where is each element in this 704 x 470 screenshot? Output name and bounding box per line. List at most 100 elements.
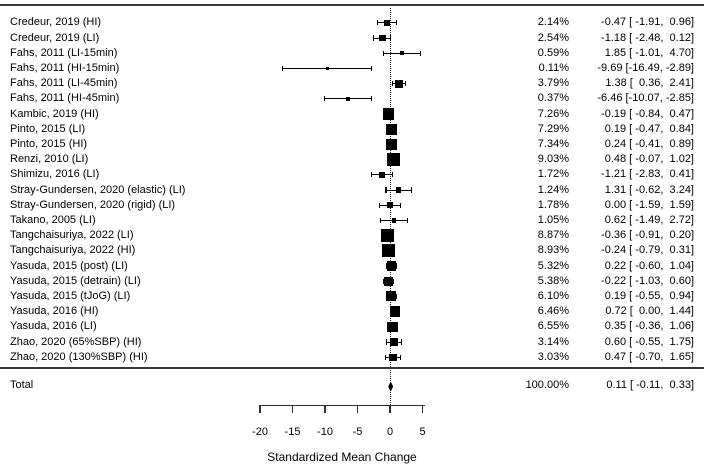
- study-row-label: Tangchaisuriya, 2022 (HI): [10, 244, 136, 257]
- error-bar-cap-right: [399, 202, 401, 208]
- error-bar-cap-left: [377, 20, 379, 26]
- study-row-label: Yasuda, 2016 (LI): [10, 320, 97, 333]
- point-estimate-marker: [386, 291, 397, 302]
- total-ci-value: 0.11 [ -0.11, 0.33]: [606, 379, 694, 391]
- x-axis-tick-label: 5: [419, 426, 426, 438]
- study-row-label: Fahs, 2011 (HI-15min): [10, 61, 120, 74]
- point-estimate-marker: [385, 123, 397, 135]
- study-weight-value: 8.93%: [537, 244, 569, 257]
- x-axis-title: Standardized Mean Change: [267, 450, 417, 464]
- study-weight-value: 2.54%: [537, 31, 569, 44]
- study-ci-value: 0.24 [ -0.41, 0.89]: [604, 137, 694, 150]
- study-ci-value: -0.47 [ -1.91, 0.96]: [601, 16, 694, 29]
- study-ci-value: 1.31 [ -0.62, 3.24]: [604, 183, 694, 196]
- error-bar-cap-right: [395, 20, 397, 26]
- point-estimate-marker: [386, 261, 397, 271]
- study-row-label: Zhao, 2020 (65%SBP) (HI): [10, 335, 142, 348]
- study-row-label: Stray-Gundersen, 2020 (elastic) (LI): [10, 183, 186, 196]
- study-ci-value: 1.85 [ -1.01, 4.70]: [604, 46, 694, 59]
- x-axis-tick: [259, 405, 261, 413]
- study-weight-value: 7.29%: [537, 122, 569, 135]
- study-ci-value: 0.00 [ -1.59, 1.59]: [604, 198, 694, 211]
- study-row-label: Yasuda, 2016 (HI): [10, 305, 99, 318]
- point-estimate-marker: [381, 229, 395, 242]
- point-estimate-marker: [387, 202, 393, 209]
- study-ci-value: 0.35 [ -0.36, 1.06]: [604, 320, 694, 333]
- error-bar-cap-right: [390, 35, 392, 41]
- study-ci-value: -9.69 [-16.49, -2.89]: [597, 61, 694, 74]
- study-row-label: Renzi, 2010 (LI): [10, 153, 89, 166]
- study-weight-value: 5.32%: [537, 259, 569, 272]
- study-weight-value: 6.55%: [537, 320, 569, 333]
- study-weight-value: 3.14%: [537, 335, 569, 348]
- error-bar-cap-right: [400, 354, 402, 360]
- total-label: Total: [10, 379, 34, 391]
- point-estimate-marker: [390, 338, 398, 346]
- point-estimate-marker: [386, 153, 400, 167]
- error-bar-cap-left: [382, 278, 384, 284]
- study-weight-value: 8.87%: [537, 229, 569, 242]
- error-bar-cap-right: [370, 65, 372, 72]
- study-ci-value: 0.60 [ -0.55, 1.75]: [604, 335, 694, 348]
- study-weight-value: 6.10%: [537, 289, 569, 302]
- point-estimate-marker: [383, 19, 391, 26]
- x-axis-line: [259, 405, 425, 407]
- study-ci-value: -0.36 [ -0.91, 0.20]: [601, 229, 694, 242]
- study-weight-value: 2.14%: [537, 16, 569, 29]
- study-ci-value: 0.22 [ -0.60, 1.04]: [604, 259, 694, 272]
- error-bar-cap-left: [282, 65, 284, 72]
- x-axis-tick-label: -10: [317, 426, 333, 438]
- error-bar-cap-right: [405, 80, 407, 87]
- study-weight-value: 1.05%: [537, 213, 569, 226]
- x-axis-tick: [356, 405, 359, 413]
- x-axis-tick-label: 0: [386, 426, 394, 438]
- error-bar-cap-right: [393, 278, 395, 284]
- study-ci-value: -0.24 [ -0.79, 0.31]: [601, 244, 694, 257]
- x-axis-tick: [389, 405, 391, 413]
- study-row-label: Kambic, 2019 (HI): [10, 107, 99, 120]
- error-bar-cap-right: [396, 263, 398, 269]
- study-ci-value: 0.62 [ -1.49, 2.72]: [604, 213, 694, 226]
- error-bar-cap-right: [370, 96, 373, 102]
- point-estimate-marker: [346, 96, 350, 101]
- study-row-label: Takano, 2005 (LI): [10, 213, 96, 226]
- study-row-label: Shimizu, 2016 (LI): [10, 168, 100, 181]
- study-weight-value: 1.72%: [537, 168, 569, 181]
- study-weight-value: 3.03%: [537, 350, 569, 363]
- point-estimate-marker: [395, 187, 402, 193]
- error-bar-cap-left: [384, 354, 387, 360]
- study-row-label: Fahs, 2011 (LI-15min): [10, 46, 118, 59]
- study-row-label: Credeur, 2019 (HI): [10, 16, 102, 29]
- study-ci-value: 0.48 [ -0.07, 1.02]: [604, 153, 694, 166]
- point-estimate-marker: [378, 34, 386, 42]
- study-ci-value: 0.72 [ 0.00, 1.44]: [605, 305, 694, 318]
- study-ci-value: -6.46 [-10.07, -2.85]: [597, 92, 694, 105]
- x-axis-tick: [421, 405, 424, 413]
- study-ci-value: 0.19 [ -0.47, 0.84]: [604, 122, 694, 135]
- study-ci-value: -0.19 [ -0.84, 0.47]: [601, 107, 694, 120]
- study-weight-value: 9.03%: [537, 153, 569, 166]
- study-ci-value: -0.22 [ -1.03, 0.60]: [601, 274, 694, 287]
- study-weight-value: 0.37%: [537, 92, 569, 105]
- point-estimate-marker: [395, 79, 403, 88]
- study-row-label: Pinto, 2015 (LI): [10, 122, 86, 135]
- error-bar-cap-left: [379, 202, 381, 208]
- study-row-label: Yasuda, 2015 (post) (LI): [10, 259, 128, 272]
- study-weight-value: 7.26%: [537, 107, 569, 120]
- total-separator-rule: [0, 367, 704, 369]
- error-bar-cap-left: [373, 35, 375, 41]
- point-estimate-marker: [381, 244, 395, 258]
- study-row-label: Credeur, 2019 (LI): [10, 31, 100, 44]
- error-bar-cap-right: [400, 339, 402, 345]
- error-bar-cap-left: [385, 187, 387, 193]
- study-row-label: Zhao, 2020 (130%SBP) (HI): [10, 350, 148, 363]
- x-axis-tick-label: -5: [352, 426, 363, 438]
- study-row-label: Stray-Gundersen, 2020 (rigid) (LI): [10, 198, 176, 211]
- error-bar-cap-right: [392, 172, 394, 178]
- study-row-label: Pinto, 2015 (HI): [10, 137, 88, 150]
- point-estimate-marker: [383, 276, 394, 286]
- point-estimate-marker: [383, 108, 395, 120]
- study-ci-value: -1.21 [ -2.83, 0.41]: [601, 168, 694, 181]
- top-rule: [0, 4, 704, 6]
- error-bar-cap-left: [385, 263, 387, 269]
